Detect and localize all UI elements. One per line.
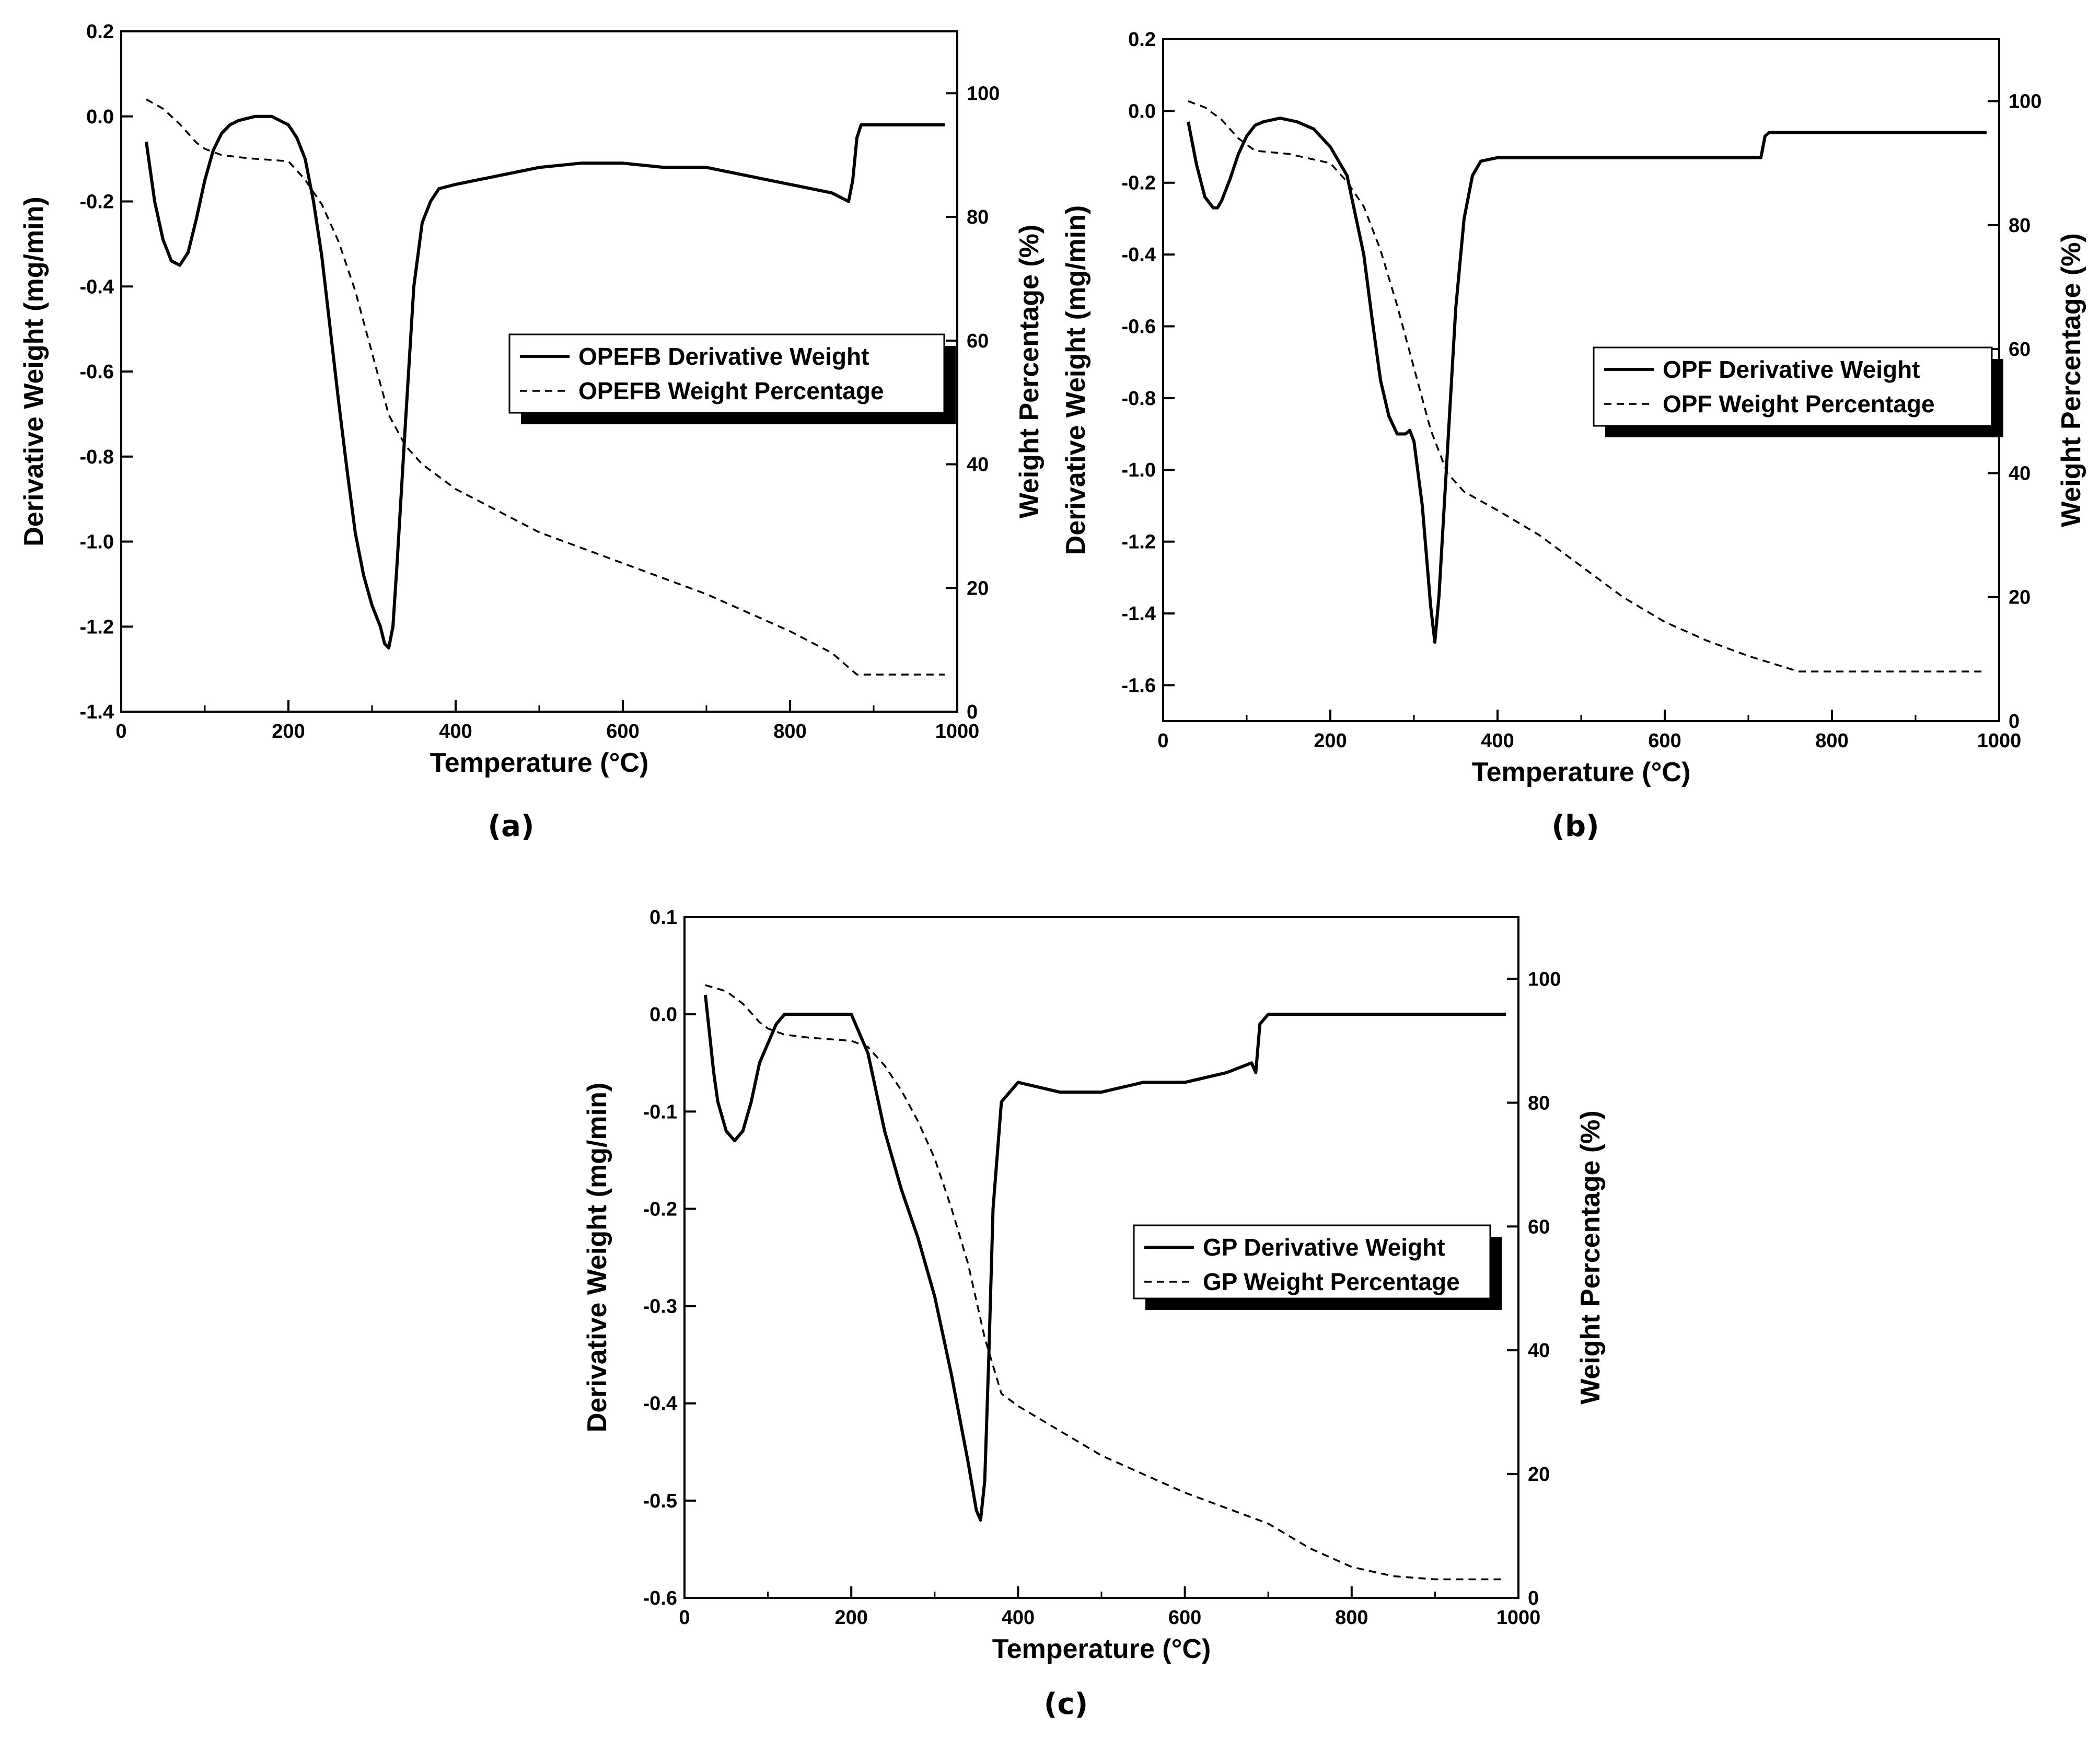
y-tick-label: -1.2 — [80, 616, 114, 638]
y-tick-label: -1.4 — [80, 701, 114, 723]
panel-caption: (c) — [1044, 1687, 1088, 1721]
x-tick-label: 1000 — [935, 721, 980, 743]
y2-tick-label: 100 — [967, 83, 1000, 105]
y-tick-label: -1.2 — [1122, 531, 1156, 553]
chart-panel-b: 0 200 400 600 800 10000.20.0-0.2-0.4-0.6-0.8-… — [1061, 29, 2086, 843]
x-tick-label: 1000 — [1977, 730, 2022, 752]
y2-axis-label: Weight Percentage (%) — [1014, 225, 1045, 518]
y-tick-label: -1.0 — [1122, 459, 1156, 481]
legend-label: OPEFB Derivative Weight — [578, 343, 869, 370]
y-tick-label: -0.1 — [643, 1101, 677, 1123]
series-line-derivative-weight — [703, 994, 1506, 1522]
legend-label: OPEFB Weight Percentage — [578, 377, 884, 404]
y-tick-label: -0.3 — [643, 1296, 677, 1318]
x-tick-label: 600 — [1168, 1607, 1201, 1629]
y2-tick-label: 20 — [967, 577, 989, 599]
y-tick-label: -0.6 — [643, 1587, 677, 1609]
y2-tick-label: 60 — [967, 330, 989, 352]
y-tick-label: 0.2 — [86, 21, 114, 43]
y-tick-label: -0.8 — [80, 446, 114, 468]
y-tick-label: 0.2 — [1128, 29, 1156, 51]
y-tick-label: 0.1 — [649, 907, 677, 929]
x-tick-label: 0 — [115, 721, 126, 743]
y-tick-label: -0.4 — [80, 276, 114, 298]
series-line-derivative-weight — [145, 114, 945, 649]
y2-tick-label: 40 — [2009, 462, 2031, 484]
y2-tick-label: 60 — [2009, 339, 2031, 361]
x-tick-label: 200 — [834, 1607, 867, 1629]
x-tick-label: 800 — [1335, 1607, 1368, 1629]
x-tick-label: 200 — [272, 721, 305, 743]
x-tick-label: 0 — [679, 1607, 690, 1629]
y-tick-label: 0.0 — [1128, 100, 1156, 122]
y2-tick-label: 40 — [1528, 1340, 1550, 1362]
y2-tick-label: 80 — [2009, 215, 2031, 237]
y-tick-label: -0.6 — [1122, 316, 1156, 338]
x-tick-label: 400 — [1002, 1607, 1035, 1629]
y2-tick-label: 80 — [1528, 1092, 1550, 1114]
panel-caption: (b) — [1551, 809, 1599, 843]
series-line-weight-percentage — [705, 984, 1506, 1581]
y-tick-label: -0.4 — [1122, 244, 1156, 266]
panel-caption: (a) — [488, 809, 535, 843]
y2-tick-label: 20 — [2009, 587, 2031, 609]
x-tick-label: 800 — [1815, 730, 1848, 752]
y-tick-label: 0.0 — [649, 1004, 677, 1026]
series-line-derivative-weight — [1187, 117, 1987, 644]
y2-axis-label: Weight Percentage (%) — [2056, 233, 2086, 527]
y-tick-label: -0.5 — [643, 1490, 677, 1512]
y-tick-label: 0.0 — [86, 106, 114, 128]
x-tick-label: 0 — [1157, 730, 1168, 752]
y2-tick-label: 100 — [1528, 968, 1561, 990]
x-tick-label: 600 — [606, 721, 639, 743]
legend-label: OPF Derivative Weight — [1663, 356, 1920, 383]
y2-tick-label: 80 — [967, 206, 989, 228]
y-tick-label: -0.8 — [1122, 388, 1156, 410]
y2-tick-label: 40 — [967, 454, 989, 476]
y-tick-label: -0.2 — [1122, 172, 1156, 194]
y-axis-label: Derivative Weight (mg/min) — [19, 196, 49, 546]
x-tick-label: 600 — [1648, 730, 1681, 752]
x-axis-label: Temperature (°C) — [992, 1634, 1211, 1664]
chart-panel-a: 0 200 400 600 800 10000.20.0-0.2-0.4-0.6-0.8-… — [19, 21, 1045, 843]
x-tick-label: 1000 — [1496, 1607, 1541, 1629]
legend-label: GP Weight Percentage — [1203, 1268, 1460, 1295]
y2-tick-label: 0 — [967, 701, 978, 723]
x-axis-label: Temperature (°C) — [430, 748, 649, 778]
y2-tick-label: 100 — [2009, 91, 2041, 113]
legend-label: GP Derivative Weight — [1203, 1234, 1445, 1261]
y-tick-label: -1.0 — [80, 531, 114, 553]
x-tick-label: 400 — [1481, 730, 1514, 752]
series-line-weight-percentage — [1188, 100, 1987, 672]
x-tick-label: 800 — [773, 721, 806, 743]
legend-box — [1133, 1224, 1491, 1300]
y-tick-label: -0.2 — [80, 191, 114, 213]
chart-panel-c: 0 200 400 600 800 10000.10.0-0.1-0.2-0.3-0.4-… — [582, 907, 1606, 1721]
y-tick-label: -0.6 — [80, 361, 114, 383]
y-tick-label: -1.4 — [1122, 603, 1156, 625]
x-tick-label: 400 — [439, 721, 472, 743]
legend-box — [1593, 346, 1993, 427]
y2-tick-label: 20 — [1528, 1464, 1550, 1486]
y2-tick-label: 0 — [2009, 711, 2020, 733]
y-tick-label: -0.2 — [643, 1198, 677, 1220]
y-axis-label: Derivative Weight (mg/min) — [1061, 205, 1091, 555]
y2-axis-label: Weight Percentage (%) — [1575, 1110, 1606, 1404]
legend-label: OPF Weight Percentage — [1663, 390, 1935, 417]
y2-tick-label: 60 — [1528, 1216, 1550, 1238]
x-axis-label: Temperature (°C) — [1472, 757, 1691, 787]
y-tick-label: -1.6 — [1122, 675, 1156, 697]
series-line-weight-percentage — [146, 98, 945, 676]
y2-tick-label: 0 — [1528, 1587, 1539, 1609]
x-tick-label: 200 — [1314, 730, 1347, 752]
y-axis-label: Derivative Weight (mg/min) — [582, 1083, 612, 1432]
y-tick-label: -0.4 — [643, 1393, 677, 1415]
legend-box — [508, 333, 945, 414]
